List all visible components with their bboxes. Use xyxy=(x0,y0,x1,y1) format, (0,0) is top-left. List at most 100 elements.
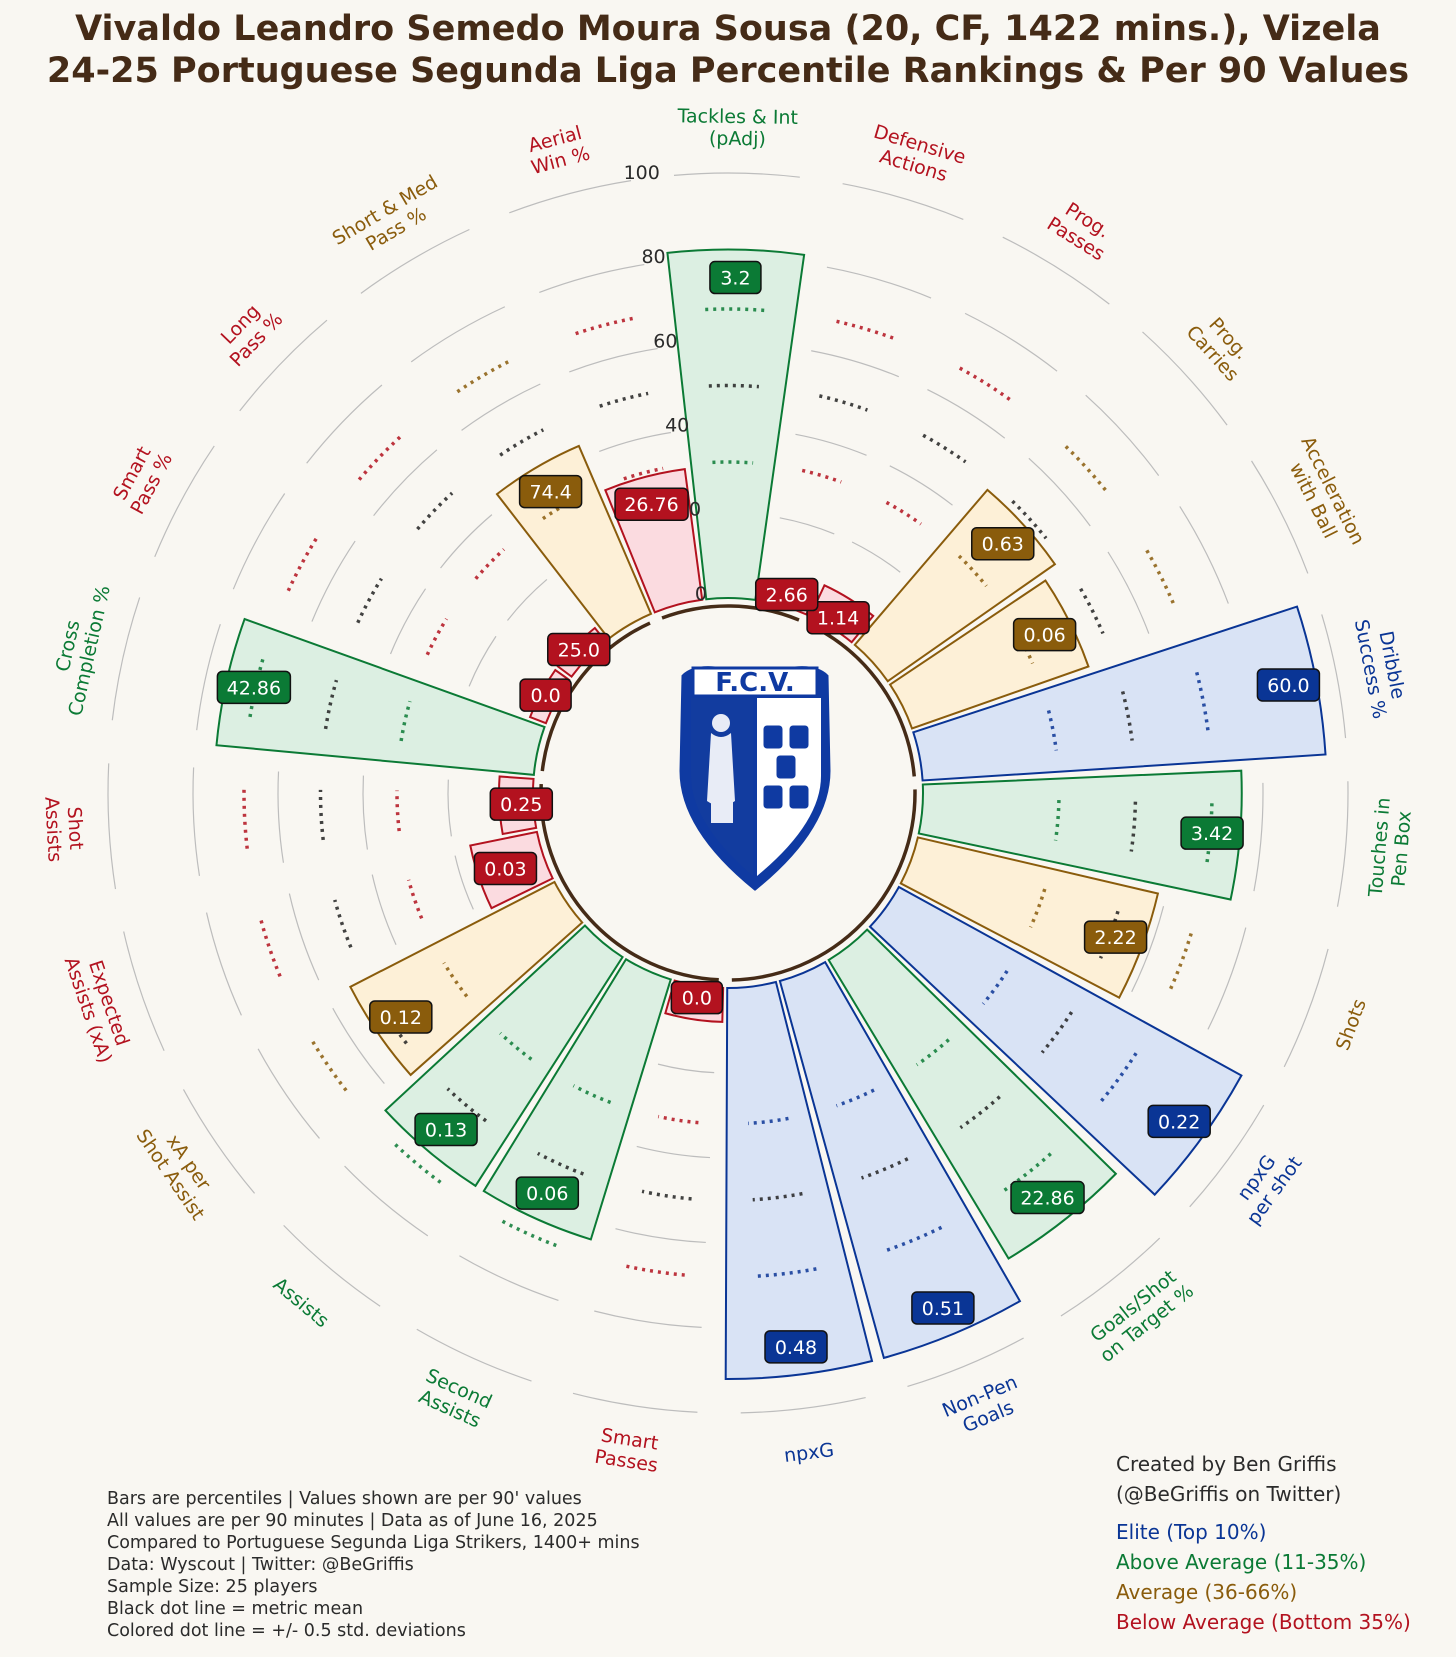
grid-ring xyxy=(795,433,867,456)
grid-ring xyxy=(154,445,215,558)
grid-ring xyxy=(277,771,285,863)
value-label: 74.4 xyxy=(529,482,571,504)
grid-ring xyxy=(1085,394,1160,476)
radial-tick-label: 100 xyxy=(624,162,660,184)
reference-dots xyxy=(836,319,895,340)
legend-above-average: Above Average (11-35%) xyxy=(1116,1550,1367,1574)
grid-ring xyxy=(826,266,932,299)
grid-ring xyxy=(842,183,964,220)
reference-dots xyxy=(572,1084,612,1105)
metric-label: Shots xyxy=(1332,996,1371,1053)
metric-label: Non-PenGoals xyxy=(939,1371,1029,1442)
metric-label: ExpectedAssists (xA) xyxy=(60,947,137,1066)
grid-ring xyxy=(1336,781,1349,907)
value-label-box xyxy=(1083,920,1148,954)
metric-label: SmartPass % xyxy=(107,439,177,518)
grid-ring xyxy=(373,449,438,517)
reference-dots xyxy=(357,435,402,481)
metric-label: DefensiveActions xyxy=(865,121,968,190)
grid-ring xyxy=(927,389,1006,439)
reference-dots xyxy=(957,554,988,588)
grid-ring xyxy=(111,597,141,721)
grid-ring xyxy=(1251,460,1309,574)
reference-dots xyxy=(474,548,506,580)
metric-label: Prog.Carries xyxy=(1182,307,1260,386)
footnote-line: Compared to Portuguese Segunda Liga Stri… xyxy=(107,1533,640,1553)
logo-text: F.C.V. xyxy=(715,668,794,698)
metric-label: Short & MedPass % xyxy=(329,171,453,269)
value-label: 0.06 xyxy=(1023,625,1065,647)
grid-ring xyxy=(539,263,645,293)
grid-ring xyxy=(1207,927,1247,1030)
reference-dots xyxy=(323,679,339,730)
reference-dots xyxy=(442,961,469,998)
reference-dots xyxy=(1195,671,1210,731)
value-label: 0.51 xyxy=(922,1298,964,1320)
grid-ring xyxy=(657,1063,715,1074)
reference-dots xyxy=(712,460,754,465)
grid-ring xyxy=(1060,1237,1161,1317)
grid-ring xyxy=(572,1392,698,1413)
legend-below-average: Below Average (Bottom 35%) xyxy=(1116,1610,1411,1634)
value-label: 0.63 xyxy=(982,534,1024,556)
legend: Elite (Top 10%) Above Average (11-35%) A… xyxy=(1116,1517,1411,1637)
reference-dots xyxy=(416,491,454,531)
footnote-line: Colored dot line = +/- 0.5 std. deviatio… xyxy=(107,1621,466,1641)
category-arc xyxy=(810,623,917,777)
value-label: 60.0 xyxy=(1267,675,1309,697)
chart-title: Vivaldo Leandro Semedo Moura Sousa (20, … xyxy=(0,8,1456,92)
value-label: 0.06 xyxy=(526,1183,568,1205)
grid-ring xyxy=(509,180,632,214)
reference-dots xyxy=(311,1040,348,1092)
reference-dots xyxy=(885,500,922,526)
reference-dots xyxy=(886,1225,943,1252)
metric-label: LongPass % xyxy=(210,293,288,371)
grid-ring xyxy=(461,383,541,431)
metric-label: SecondAssists xyxy=(413,1365,495,1434)
value-label: 42.86 xyxy=(227,677,281,699)
reference-dots xyxy=(1145,549,1175,605)
grid-ring xyxy=(811,350,900,378)
value-label-box xyxy=(1147,1104,1211,1139)
grid-ring xyxy=(1142,331,1228,426)
footnote-line: Black dot line = metric mean xyxy=(107,1599,364,1619)
reference-dots xyxy=(1079,587,1105,635)
grid-ring xyxy=(1002,236,1110,305)
grid-ring xyxy=(440,514,493,569)
reference-dots xyxy=(318,789,325,841)
reference-dots xyxy=(242,789,249,849)
value-label: 3.42 xyxy=(1191,823,1233,845)
grid-ring xyxy=(673,172,800,178)
category-arc xyxy=(731,789,917,982)
value-label-box xyxy=(369,1000,433,1034)
value-label: 22.86 xyxy=(1020,1188,1074,1210)
value-label-box xyxy=(911,1291,975,1325)
grid-ring xyxy=(1321,614,1347,739)
footnote-line: Bars are percentiles | Values shown are … xyxy=(107,1489,582,1509)
grid-ring xyxy=(257,1048,320,1139)
reference-dots xyxy=(959,1095,1001,1130)
value-labels-layer: 0.48 0.51 22.86 0.22 2.22 3.42 60.0 0.06 0.63 1.1… xyxy=(216,260,1321,1364)
grid-ring xyxy=(907,1337,1024,1388)
value-label-box xyxy=(670,980,724,1015)
reference-dots xyxy=(1040,1011,1074,1054)
value-label-box xyxy=(971,526,1035,561)
metric-label: DribbleSuccess % xyxy=(1350,614,1412,721)
value-label: 2.66 xyxy=(766,585,808,607)
value-label: 0.48 xyxy=(775,1337,817,1359)
value-label: 0.0 xyxy=(682,988,712,1010)
grid-ring xyxy=(740,1396,866,1414)
radial-tick-label: 0 xyxy=(695,583,707,605)
bar-second-assists xyxy=(482,957,672,1241)
value-label-box xyxy=(1012,617,1077,652)
grid-ring xyxy=(107,763,117,890)
value-label-box xyxy=(1180,816,1244,850)
legend-elite: Elite (Top 10%) xyxy=(1116,1520,1267,1544)
grid-ring xyxy=(454,855,474,910)
value-label-box xyxy=(216,670,292,705)
value-label-box xyxy=(489,787,554,821)
bar-shots xyxy=(899,836,1160,1000)
grid-ring xyxy=(205,912,242,1016)
value-label-box xyxy=(764,1330,828,1364)
